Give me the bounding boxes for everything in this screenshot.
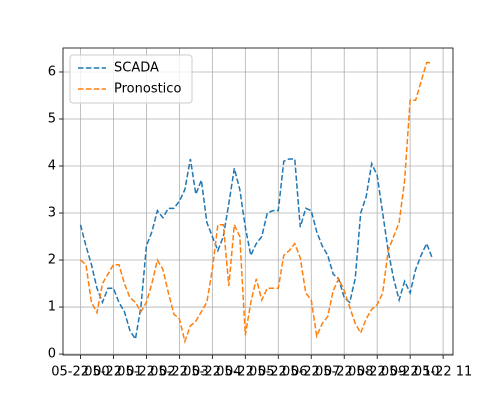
- x-tick-label: 05-22 01: [84, 365, 142, 380]
- x-tick-label: 05-22 10: [381, 365, 439, 380]
- y-tick-label: 5: [48, 111, 56, 126]
- y-tick-label: 2: [48, 253, 56, 268]
- plot-frame: [62, 47, 454, 356]
- x-tick-label: 05-22 08: [315, 365, 373, 380]
- legend-label: SCADA: [114, 61, 159, 76]
- y-tick-label: 1: [48, 300, 56, 315]
- x-tick-label: 05-22 02: [117, 365, 175, 380]
- line-series: [79, 158, 433, 342]
- y-tick-label: 4: [48, 159, 56, 174]
- x-tick-label: 05-22 11: [414, 365, 472, 380]
- y-tick-label: 6: [48, 64, 56, 79]
- legend-label: Pronostico: [114, 82, 181, 97]
- line-series: [79, 61, 433, 344]
- x-tick-label: 05-22 04: [183, 365, 241, 380]
- x-tick-label: 05-22 06: [249, 365, 307, 380]
- y-tick-label: 3: [48, 206, 56, 221]
- legend-box: [69, 54, 193, 104]
- legend: SCADA Pronostico: [69, 54, 193, 104]
- x-tick-label: 05-22 00: [51, 365, 109, 380]
- x-tick-label: 05-22 07: [282, 365, 340, 380]
- x-tick-label: 05-22 09: [348, 365, 406, 380]
- y-tick-label: 0: [48, 347, 56, 362]
- x-tick-label: 05-22 05: [216, 365, 274, 380]
- x-tick-label: 05-22 03: [150, 365, 208, 380]
